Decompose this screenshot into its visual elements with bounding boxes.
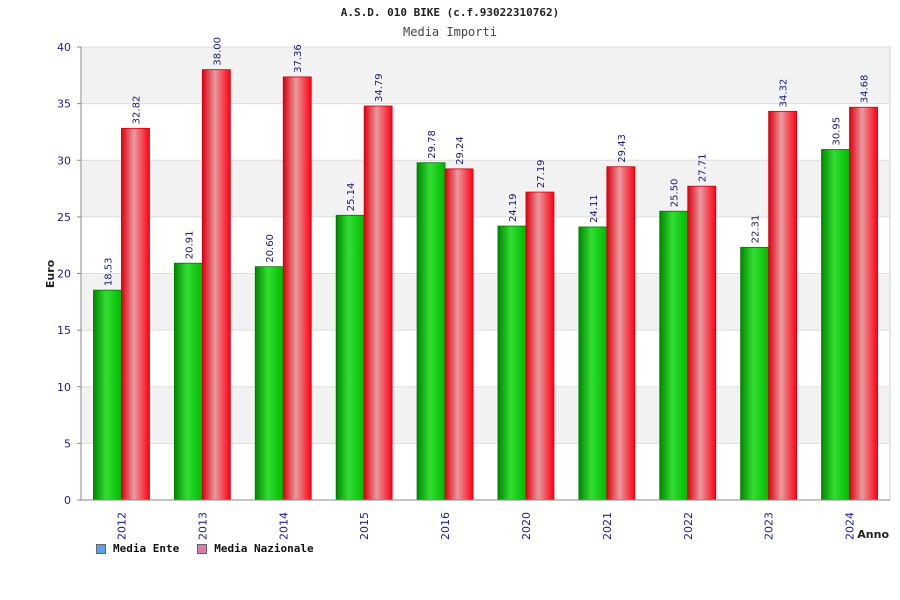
data-label: 18.53 <box>103 258 114 287</box>
bar-media-nazionale-2012 <box>121 127 150 501</box>
y-tick-label: 5 <box>64 437 71 450</box>
data-label: 27.19 <box>536 159 547 188</box>
x-tick-label: 2020 <box>520 512 533 540</box>
bar-media-ente-2013 <box>173 262 203 501</box>
data-label: 30.95 <box>832 117 843 146</box>
legend-item-media-nazionale: Media Nazionale <box>197 542 314 555</box>
x-tick-label: 2023 <box>763 512 776 540</box>
data-label: 27.71 <box>698 154 709 183</box>
y-tick-label: 40 <box>57 41 71 54</box>
bar-media-nazionale-2013 <box>201 69 231 501</box>
bar-media-ente-2014 <box>254 266 284 501</box>
y-axis-label: Euro <box>44 259 57 288</box>
x-tick-label: 2012 <box>115 512 128 540</box>
bar-media-nazionale-2021 <box>606 166 636 501</box>
x-tick-label: 2013 <box>196 512 209 540</box>
data-label: 24.19 <box>508 193 519 222</box>
data-label: 37.36 <box>293 44 304 73</box>
bar-media-nazionale-2024 <box>849 106 878 501</box>
data-label: 29.78 <box>427 130 438 159</box>
x-tick-label: 2021 <box>601 512 614 540</box>
y-tick-label: 10 <box>57 381 71 394</box>
bar-media-ente-2015 <box>335 214 365 501</box>
legend: Media Ente Media Nazionale <box>96 542 314 555</box>
legend-label-media-ente: Media Ente <box>113 542 180 555</box>
bar-media-ente-2012 <box>93 289 122 501</box>
bar-media-ente-2021 <box>578 226 608 501</box>
data-label: 20.91 <box>184 231 195 260</box>
y-tick-label: 15 <box>57 324 71 337</box>
y-tick-label: 20 <box>57 268 71 281</box>
bar-media-nazionale-2016 <box>444 168 474 501</box>
data-label: 38.00 <box>212 37 223 66</box>
bar-media-ente-2023 <box>740 246 770 501</box>
y-tick-label: 35 <box>57 98 71 111</box>
data-label: 22.31 <box>751 215 762 244</box>
chart-subtitle: Media Importi <box>403 25 497 39</box>
x-tick-label: 2014 <box>277 512 290 540</box>
data-label: 29.43 <box>617 134 628 163</box>
data-label: 20.60 <box>265 234 276 263</box>
data-label: 25.14 <box>346 183 357 212</box>
data-label: 34.32 <box>779 79 790 108</box>
data-label: 34.79 <box>374 73 385 102</box>
bar-media-ente-2022 <box>659 210 689 501</box>
bar-media-nazionale-2022 <box>687 185 717 501</box>
data-label: 34.68 <box>860 75 871 104</box>
legend-swatch-media-ente <box>96 543 106 554</box>
bar-media-nazionale-2014 <box>282 76 312 501</box>
y-tick-label: 0 <box>64 494 71 507</box>
data-label: 32.82 <box>131 96 142 125</box>
bar-media-ente-2024 <box>821 149 850 501</box>
x-tick-label: 2015 <box>358 512 371 540</box>
bar-media-nazionale-2023 <box>768 110 798 501</box>
bar-media-nazionale-2020 <box>525 191 555 501</box>
x-tick-label: 2022 <box>682 512 695 540</box>
y-tick-label: 30 <box>57 154 71 167</box>
data-label: 29.24 <box>455 136 466 165</box>
x-tick-label: 2016 <box>439 512 452 540</box>
bar-media-nazionale-2015 <box>363 105 393 501</box>
legend-swatch-media-nazionale <box>197 543 208 554</box>
bar-media-ente-2016 <box>416 162 446 501</box>
x-axis-label: Anno <box>857 528 889 541</box>
bar-media-ente-2020 <box>497 225 527 501</box>
y-tick-label: 25 <box>57 211 71 224</box>
chart-title: A.S.D. 010 BIKE (c.f.93022310762) <box>340 6 560 19</box>
data-label: 24.11 <box>589 194 600 223</box>
legend-label-media-nazionale: Media Nazionale <box>214 542 314 555</box>
legend-item-media-ente: Media Ente <box>96 542 179 555</box>
data-label: 25.50 <box>670 179 681 208</box>
x-tick-label: 2024 <box>844 512 857 540</box>
